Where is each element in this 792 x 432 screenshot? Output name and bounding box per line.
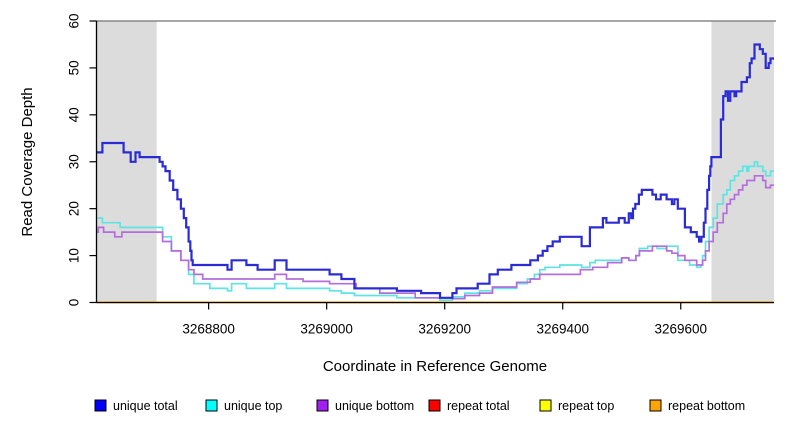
y-tick-label: 0 bbox=[67, 299, 82, 307]
legend-swatch bbox=[316, 399, 329, 412]
y-tick-label: 20 bbox=[67, 201, 82, 216]
y-axis: 0 10 20 30 40 50 60 bbox=[67, 13, 98, 307]
legend-label: repeat total bbox=[447, 399, 510, 413]
y-tick-label: 60 bbox=[67, 13, 82, 28]
legend-item-repeat-bottom: repeat bottom bbox=[649, 399, 745, 413]
legend-item-repeat-top: repeat top bbox=[539, 399, 614, 413]
y-axis-title: Read Coverage Depth bbox=[19, 87, 36, 236]
legend-label: unique top bbox=[224, 399, 282, 413]
x-axis-title: Coordinate in Reference Genome bbox=[323, 358, 547, 375]
y-tick-label: 10 bbox=[67, 248, 82, 263]
legend-label: repeat top bbox=[558, 399, 614, 413]
shaded-regions bbox=[96, 21, 774, 303]
y-tick-label: 40 bbox=[67, 107, 82, 122]
legend-label: repeat bottom bbox=[668, 399, 745, 413]
x-axis: 3268800 3269000 3269200 3269400 3269600 bbox=[96, 301, 774, 337]
series-unique-bottom bbox=[96, 174, 774, 300]
series-unique-total bbox=[96, 43, 774, 299]
legend-item-unique-total: unique total bbox=[94, 399, 178, 413]
x-tick-label: 3268800 bbox=[182, 322, 235, 337]
legend-item-repeat-total: repeat total bbox=[428, 399, 510, 413]
series-unique-top bbox=[96, 160, 774, 302]
legend-item-unique-bottom: unique bottom bbox=[316, 399, 414, 413]
legend-swatch bbox=[649, 399, 662, 412]
legend-label: unique total bbox=[113, 399, 178, 413]
legend-swatch bbox=[428, 399, 441, 412]
x-tick-label: 3269400 bbox=[536, 322, 589, 337]
legend-swatch bbox=[205, 399, 218, 412]
y-tick-label: 30 bbox=[67, 154, 82, 169]
x-tick-label: 3269200 bbox=[418, 322, 471, 337]
x-tick-label: 3269000 bbox=[300, 322, 353, 337]
legend-item-unique-top: unique top bbox=[205, 399, 282, 413]
series-lines bbox=[96, 43, 774, 304]
y-tick-label: 50 bbox=[67, 60, 82, 75]
legend: unique total unique top unique bottom repea… bbox=[94, 399, 745, 413]
legend-swatch bbox=[539, 399, 552, 412]
shaded-region bbox=[96, 21, 157, 303]
shaded-region bbox=[711, 21, 774, 303]
legend-swatch bbox=[94, 399, 107, 412]
legend-label: unique bottom bbox=[335, 399, 414, 413]
x-tick-label: 3269600 bbox=[654, 322, 707, 337]
